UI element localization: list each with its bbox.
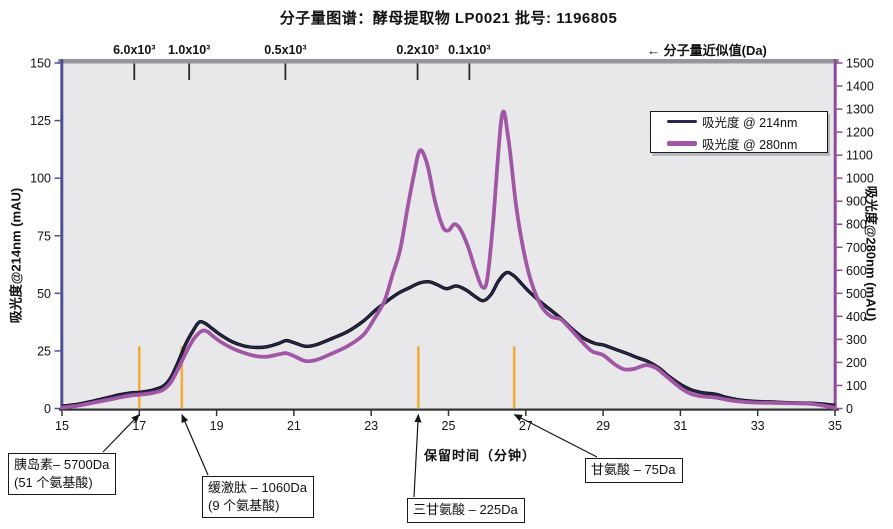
x-tick-label: 23: [364, 419, 378, 433]
y-left-tick-label: 100: [30, 172, 51, 186]
mw-tick-label: 1.0x10³: [168, 43, 210, 57]
annotation-arrow: [513, 413, 598, 458]
y-right-tick-label: 700: [846, 241, 867, 255]
x-tick-label: 29: [596, 419, 610, 433]
right-axis-line: [833, 59, 837, 410]
y-left-tick-label: 150: [30, 57, 51, 71]
y-right-tick-label: 600: [846, 264, 867, 278]
annotation-arrow: [102, 414, 140, 453]
legend-line-214nm-icon: [667, 119, 697, 123]
annotation-glycine-line1: 甘氨酸 – 75Da: [591, 462, 676, 477]
annotation-glycine: 甘氨酸 – 75Da: [585, 458, 683, 483]
y-left-tick-label: 0: [44, 402, 51, 416]
mw-tick-label: 6.0x10³: [113, 43, 155, 57]
y-right-tick-label: 1500: [846, 57, 874, 71]
y-right-tick-label: 1200: [846, 126, 874, 140]
y-right-tick-label: 1300: [846, 103, 874, 117]
annotation-arrow: [181, 413, 209, 476]
y-right-tick-label: 1000: [846, 172, 874, 186]
bottom-axis-line: [59, 408, 839, 411]
mw-tick-label: 0.1x10³: [448, 43, 490, 57]
x-tick-label: 21: [287, 419, 301, 433]
x-tick-label: 33: [751, 419, 765, 433]
y-right-tick-label: 0: [846, 402, 853, 416]
annotation-insulin-line1: 胰岛素– 5700Da: [14, 457, 110, 472]
mw-tick-label: 0.5x10³: [264, 43, 306, 57]
mw-tick-label: 0.2x10³: [396, 43, 438, 57]
legend-item-280nm: 吸光度 @ 280nm: [667, 134, 827, 153]
x-tick-label: 25: [442, 419, 456, 433]
y-right-tick-label: 200: [846, 356, 867, 370]
y-left-tick-label: 125: [30, 114, 51, 128]
y-right-tick-label: 300: [846, 333, 867, 347]
plot-top-border: [58, 59, 839, 64]
molecular-weight-note: ← 分子量近似值(Da): [647, 43, 767, 58]
legend-item-214nm: 吸光度 @ 214nm: [667, 112, 827, 131]
y-right-tick-label: 400: [846, 310, 867, 324]
y-right-tick-label: 1100: [846, 149, 873, 163]
annotation-triglycine: 三甘氨酸 – 225Da: [407, 498, 525, 523]
y-right-tick-label: 500: [846, 287, 867, 301]
annotation-bradykinin-line1: 缓激肽 – 1060Da: [208, 480, 307, 495]
y-right-tick-label: 800: [846, 218, 867, 232]
y-right-tick-label: 100: [846, 379, 867, 393]
annotation-arrow: [413, 413, 422, 498]
annotation-bradykinin: 缓激肽 – 1060Da (9 个氨基酸): [202, 476, 314, 519]
legend-label-280nm: 吸光度 @ 280nm: [702, 137, 798, 152]
series-280nm-curve: [60, 109, 837, 410]
x-tick-label: 31: [673, 419, 687, 433]
legend: 吸光度 @ 214nm 吸光度 @ 280nm: [650, 111, 828, 153]
y-right-tick-label: 900: [846, 195, 867, 209]
left-axis-line: [60, 59, 64, 410]
chart-title: 分子量图谱：酵母提取物 LP0021 批号: 1196805: [279, 10, 618, 27]
legend-line-280nm-icon: [667, 140, 697, 146]
x-tick-label: 19: [210, 419, 224, 433]
annotation-insulin-line2: (51 个氨基酸): [14, 474, 93, 490]
y-left-tick-label: 50: [37, 287, 51, 301]
x-tick-label: 35: [828, 419, 842, 433]
y-left-tick-label: 25: [37, 344, 51, 358]
annotation-insulin: 胰岛素– 5700Da (51 个氨基酸): [8, 453, 117, 496]
annotation-triglycine-line1: 三甘氨酸 – 225Da: [413, 502, 518, 517]
x-axis-title: 保留时间（分钟）: [424, 448, 537, 463]
legend-label-214nm: 吸光度 @ 214nm: [702, 115, 798, 130]
y-left-tick-label: 75: [37, 229, 51, 243]
x-tick-label: 15: [55, 419, 69, 433]
y-axis-title-214nm: 吸光度@214nm (mAU): [8, 187, 24, 324]
y-axis-title-280nm: 吸光度@280nm (mAU): [863, 185, 879, 322]
x-tick-label: 17: [132, 419, 146, 433]
y-right-tick-label: 1400: [846, 80, 874, 94]
annotation-bradykinin-line2: (9 个氨基酸): [208, 497, 280, 513]
